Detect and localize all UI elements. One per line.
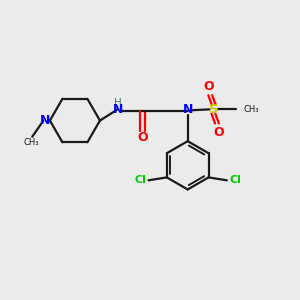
Text: N: N: [183, 103, 194, 116]
Text: Cl: Cl: [134, 175, 146, 185]
Text: CH₃: CH₃: [23, 137, 38, 146]
Text: O: O: [213, 126, 224, 139]
Text: O: O: [137, 131, 148, 144]
Text: S: S: [209, 103, 218, 116]
Text: O: O: [204, 80, 214, 93]
Text: N: N: [113, 103, 123, 116]
Text: N: N: [39, 114, 50, 127]
Text: Cl: Cl: [229, 175, 241, 185]
Text: H: H: [114, 98, 122, 108]
Text: CH₃: CH₃: [244, 105, 260, 114]
